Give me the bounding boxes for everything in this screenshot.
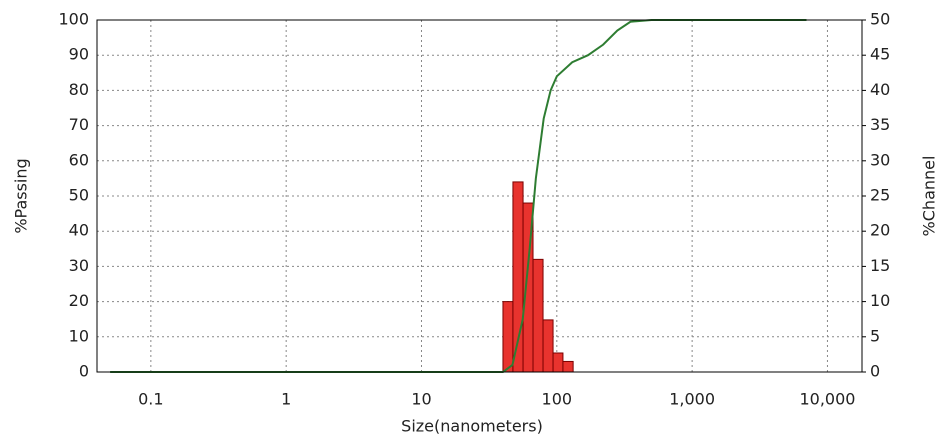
y2-tick-label: 40 xyxy=(870,80,890,99)
y-tick-label: 10 xyxy=(69,326,89,345)
y2-tick-label: 20 xyxy=(870,221,890,240)
y-axis-title: %Passing xyxy=(12,158,31,233)
histogram-bar xyxy=(502,301,514,373)
y-tick-label: 20 xyxy=(69,291,89,310)
cumulative-line xyxy=(110,19,807,373)
y-tick-label: 90 xyxy=(69,45,89,64)
histogram-bar xyxy=(532,258,544,373)
y-tick-label: 30 xyxy=(69,256,89,275)
x-tick-label: 10 xyxy=(411,390,431,409)
y2-tick-label: 10 xyxy=(870,291,890,310)
histogram-bar xyxy=(562,360,574,373)
y2-tick-label: 50 xyxy=(870,10,890,29)
y2-tick-label: 0 xyxy=(870,362,880,381)
y2-tick-label: 15 xyxy=(870,256,890,275)
histogram-bar xyxy=(552,352,564,373)
plot-frame xyxy=(96,19,863,373)
histogram-bar xyxy=(542,319,554,373)
y-tick-label: 100 xyxy=(58,10,89,29)
y-tick-label: 50 xyxy=(69,186,89,205)
x-tick-label: 10,000 xyxy=(799,390,855,409)
y-tick-label: 70 xyxy=(69,115,89,134)
y-tick-label: 40 xyxy=(69,221,89,240)
y2-tick-label: 5 xyxy=(870,326,880,345)
y-tick-label: 0 xyxy=(79,362,89,381)
y2-tick-label: 30 xyxy=(870,150,890,169)
y2-tick-label: 35 xyxy=(870,115,890,134)
y2-axis-title: %Channel xyxy=(920,156,939,237)
x-tick-label: 0.1 xyxy=(138,390,163,409)
x-tick-label: 100 xyxy=(542,390,573,409)
y-tick-label: 60 xyxy=(69,150,89,169)
y2-tick-label: 45 xyxy=(870,45,890,64)
x-tick-label: 1 xyxy=(281,390,291,409)
x-tick-label: 1,000 xyxy=(669,390,715,409)
y2-tick-label: 25 xyxy=(870,186,890,205)
y-tick-label: 80 xyxy=(69,80,89,99)
x-axis-title: Size(nanometers) xyxy=(401,417,543,436)
